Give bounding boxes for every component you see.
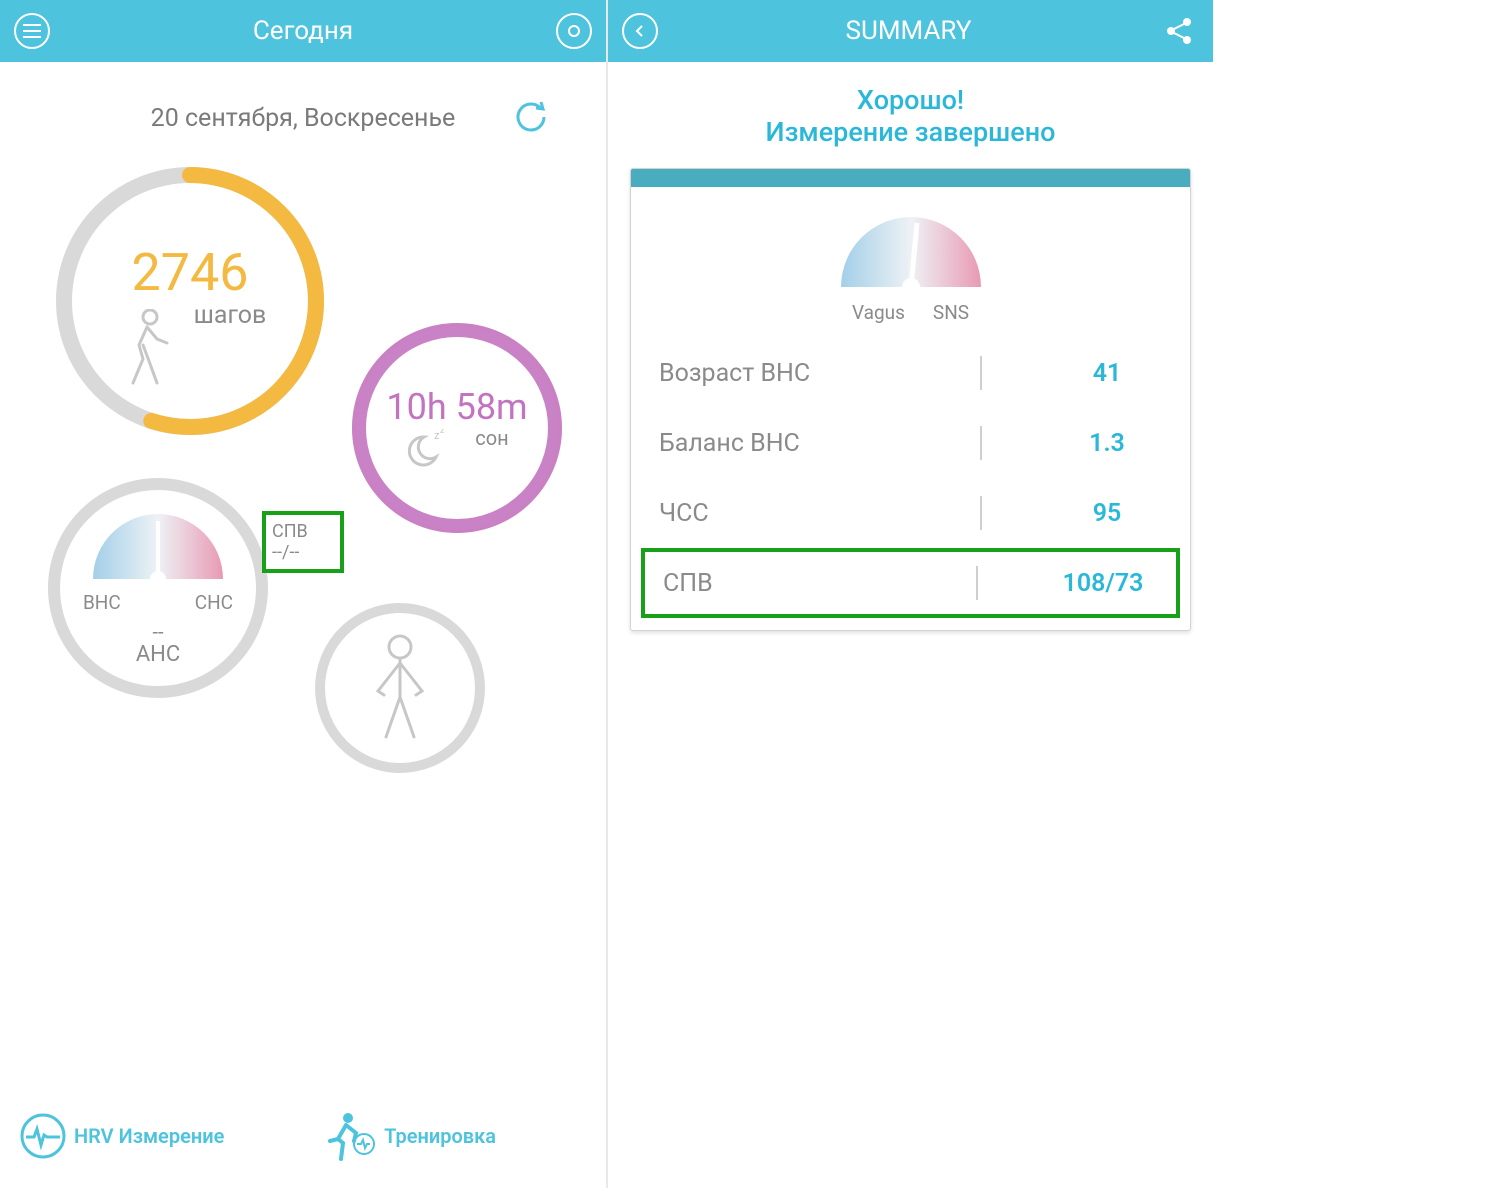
card-gauge: Vagus SNS (631, 187, 1190, 338)
sleep-label: сон (475, 426, 508, 450)
metric-row-hr: ЧСС 95 (631, 478, 1190, 548)
training-tab-label: Тренировка (384, 1124, 496, 1148)
hrv-tab-label: HRV Измерение (74, 1124, 224, 1148)
status-block: Хорошо! Измерение завершено (608, 62, 1213, 158)
hrv-right-label: СНС (195, 591, 233, 614)
hrv-pulse-icon (20, 1113, 66, 1159)
summary-gauge-icon (831, 211, 991, 295)
circles-area: 2746 шагов 10h 58m сон z z (0, 153, 606, 793)
running-icon (324, 1110, 376, 1162)
status-line2: Измерение завершено (608, 116, 1213, 148)
metric-label: Возраст ВНС (659, 359, 970, 388)
today-screen: Сегодня 20 сентября, Воскресенье 2746 ша… (0, 0, 608, 1188)
steps-value: 2746 (132, 242, 249, 303)
metric-label: Баланс ВНС (659, 429, 970, 458)
metric-value: 1.3 (1052, 429, 1162, 458)
summary-card: Vagus SNS Возраст ВНС 41 Баланс ВНС 1.3 … (630, 168, 1191, 631)
divider (976, 566, 978, 600)
hrv-gauge-icon (83, 509, 233, 587)
steps-circle[interactable]: 2746 шагов (50, 161, 330, 441)
spv-box[interactable]: СПВ --/-- (262, 511, 344, 573)
refresh-icon[interactable] (511, 97, 551, 141)
metric-value: 41 (1052, 359, 1162, 388)
divider (980, 496, 982, 530)
body-icon (365, 633, 435, 743)
gauge-left: Vagus (852, 301, 905, 324)
back-icon[interactable] (622, 13, 658, 49)
gauge-right: SNS (933, 301, 969, 324)
highlight-row-spv[interactable]: СПВ 108/73 (641, 548, 1180, 618)
metric-label: ЧСС (659, 499, 970, 528)
steps-label: шагов (194, 301, 267, 330)
svg-text:z: z (440, 429, 445, 436)
highlight-value: 108/73 (1048, 569, 1158, 598)
summary-screen: SUMMARY Хорошо! Измерение завершено (608, 0, 1213, 1188)
metric-row-age: Возраст ВНС 41 (631, 338, 1190, 408)
sleep-value: 10h 58m (386, 386, 527, 428)
date-row: 20 сентября, Воскресенье (0, 62, 606, 153)
summary-header: SUMMARY (608, 0, 1213, 62)
hrv-sub: АНС (136, 642, 180, 667)
hrv-tab[interactable]: HRV Измерение (20, 1113, 224, 1159)
spv-value: --/-- (272, 542, 334, 563)
menu-icon[interactable] (14, 13, 50, 49)
moon-icon: z z (404, 429, 452, 481)
status-line1: Хорошо! (608, 84, 1213, 116)
spv-label: СПВ (272, 521, 334, 542)
today-title: Сегодня (50, 16, 556, 46)
share-icon[interactable] (1159, 11, 1199, 51)
divider (980, 426, 982, 460)
divider (980, 356, 982, 390)
date-text: 20 сентября, Воскресенье (151, 104, 456, 133)
sleep-circle[interactable]: 10h 58m сон z z (352, 323, 562, 533)
record-icon[interactable] (556, 13, 592, 49)
hrv-dash: -- (152, 620, 163, 644)
body-circle[interactable] (315, 603, 485, 773)
today-header: Сегодня (0, 0, 606, 62)
hrv-circle[interactable]: ВНС СНС -- АНС (48, 478, 268, 698)
summary-title: SUMMARY (658, 16, 1159, 46)
hrv-left-label: ВНС (83, 591, 121, 614)
card-strip (631, 169, 1190, 187)
metric-value: 95 (1052, 499, 1162, 528)
training-tab[interactable]: Тренировка (324, 1110, 496, 1162)
bottom-tabs: HRV Измерение Тренировка (0, 1106, 606, 1166)
metric-row-balance: Баланс ВНС 1.3 (631, 408, 1190, 478)
highlight-label: СПВ (663, 569, 966, 598)
